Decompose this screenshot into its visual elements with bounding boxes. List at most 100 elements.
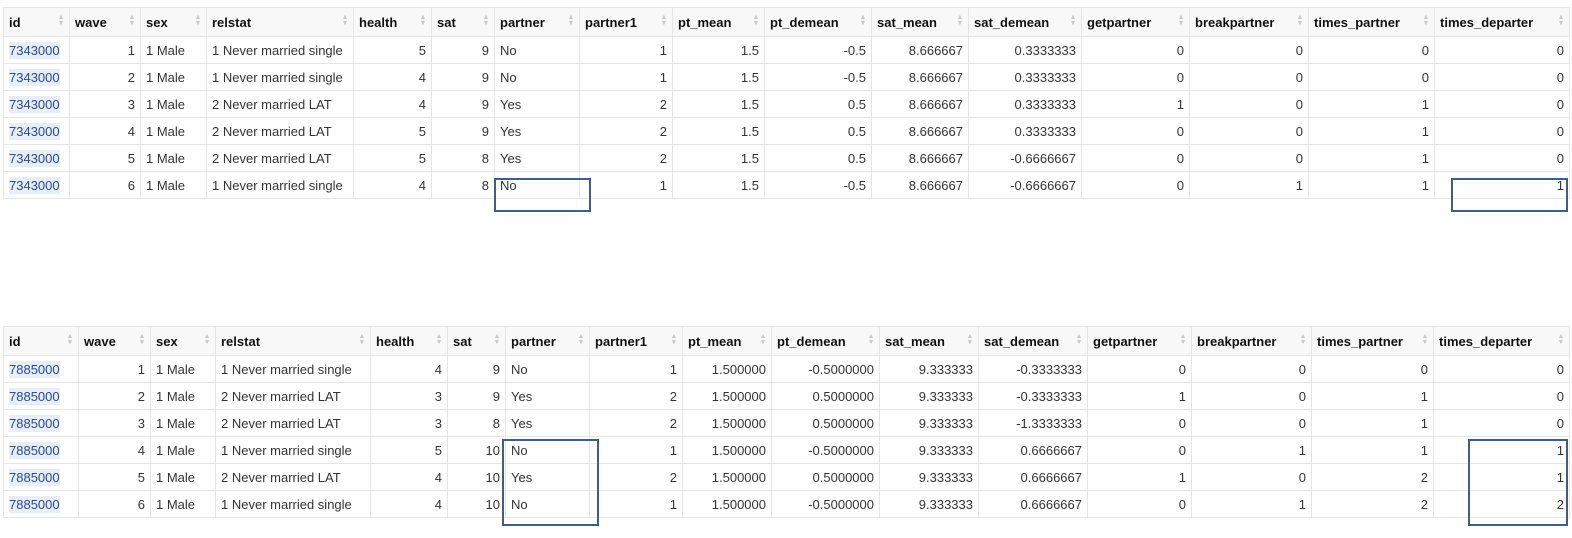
cell-breakpartner[interactable]: 1 [1191,436,1312,464]
cell-sat[interactable]: 9 [447,382,506,410]
cell-pt-demean[interactable]: -0.5000000 [771,436,880,464]
sort-updown-icon[interactable]: ▲ ▼ [435,333,443,346]
cell-getpartner[interactable]: 1 [1087,463,1192,491]
sort-updown-icon[interactable]: ▲ ▼ [358,333,366,346]
cell-times-partner[interactable]: 2 [1311,463,1434,491]
cell-sat-mean[interactable]: 9.333333 [879,490,979,518]
cell-sat[interactable]: 9 [431,117,495,145]
cell-pt-mean[interactable]: 1.500000 [682,436,772,464]
cell-partner1[interactable]: 1 [579,63,673,91]
cell-sat-mean[interactable]: 9.333333 [879,463,979,491]
cell-times-departer[interactable]: 0 [1433,382,1570,410]
cell-sat-demean[interactable]: -0.3333333 [978,355,1088,383]
table-row[interactable]: 7885000 5 1 Male 2 Never married LAT 4 10 Yes 2… [3,463,1570,491]
cell-sat-mean[interactable]: 9.333333 [879,436,979,464]
cell-breakpartner[interactable]: 0 [1191,463,1312,491]
cell-partner[interactable]: Yes [505,382,590,410]
cell-breakpartner[interactable]: 0 [1191,355,1312,383]
column-header-sat-demean[interactable]: sat_demean ▲ ▼ [978,326,1088,356]
cell-id[interactable]: 7343000 [3,36,70,64]
cell-partner1[interactable]: 2 [589,382,683,410]
cell-times-partner[interactable]: 0 [1308,63,1435,91]
sort-updown-icon[interactable]: ▲ ▼ [567,14,575,27]
column-header-times-departer[interactable]: times_departer ▲ ▼ [1434,7,1570,37]
cell-partner1[interactable]: 2 [579,144,673,172]
cell-sex[interactable]: 1 Male [140,171,207,199]
cell-health[interactable]: 5 [370,436,448,464]
cell-times-partner[interactable]: 1 [1311,436,1434,464]
table-row[interactable]: 7343000 6 1 Male 1 Never married single 4 8 No… [3,171,1570,199]
cell-relstat[interactable]: 2 Never married LAT [206,90,354,118]
table-row[interactable]: 7343000 2 1 Male 1 Never married single 4 9 No… [3,63,1570,91]
sort-updown-icon[interactable]: ▲ ▼ [1421,333,1429,346]
cell-sex[interactable]: 1 Male [140,144,207,172]
sort-updown-icon[interactable]: ▲ ▼ [1557,333,1565,346]
cell-wave[interactable]: 1 [78,355,151,383]
cell-times-partner[interactable]: 1 [1308,144,1435,172]
cell-times-partner[interactable]: 1 [1308,117,1435,145]
cell-getpartner[interactable]: 1 [1087,382,1192,410]
cell-health[interactable]: 4 [370,490,448,518]
cell-health[interactable]: 4 [353,90,432,118]
cell-sat-mean[interactable]: 8.666667 [871,117,969,145]
column-header-breakpartner[interactable]: breakpartner ▲ ▼ [1189,7,1309,37]
cell-health[interactable]: 4 [370,355,448,383]
cell-id[interactable]: 7343000 [3,171,70,199]
cell-relstat[interactable]: 2 Never married LAT [206,117,354,145]
cell-pt-demean[interactable]: 0.5000000 [771,463,880,491]
cell-wave[interactable]: 3 [78,409,151,437]
cell-getpartner[interactable]: 0 [1081,144,1190,172]
sort-updown-icon[interactable]: ▲ ▼ [759,333,767,346]
cell-pt-demean[interactable]: 0.5000000 [771,409,880,437]
column-header-getpartner[interactable]: getpartner ▲ ▼ [1087,326,1192,356]
sort-updown-icon[interactable]: ▲ ▼ [867,333,875,346]
cell-times-partner[interactable]: 0 [1311,355,1434,383]
cell-pt-demean[interactable]: -0.5000000 [771,490,880,518]
column-header-pt-mean[interactable]: pt_mean ▲ ▼ [672,7,765,37]
cell-relstat[interactable]: 2 Never married LAT [215,463,371,491]
sort-updown-icon[interactable]: ▲ ▼ [1557,14,1565,27]
column-header-health[interactable]: health ▲ ▼ [370,326,448,356]
table-row[interactable]: 7343000 1 1 Male 1 Never married single 5 9 No… [3,36,1570,64]
cell-id[interactable]: 7885000 [3,463,79,491]
column-header-times-partner[interactable]: times_partner ▲ ▼ [1311,326,1434,356]
cell-partner[interactable]: No [505,490,590,518]
sort-updown-icon[interactable]: ▲ ▼ [57,14,65,27]
cell-sex[interactable]: 1 Male [140,90,207,118]
cell-id[interactable]: 7343000 [3,117,70,145]
cell-sat[interactable]: 8 [447,409,506,437]
cell-times-partner[interactable]: 1 [1311,382,1434,410]
column-header-wave[interactable]: wave ▲ ▼ [78,326,151,356]
cell-partner[interactable]: No [494,63,580,91]
column-header-pt-mean[interactable]: pt_mean ▲ ▼ [682,326,772,356]
cell-pt-mean[interactable]: 1.5 [672,117,765,145]
column-header-sat[interactable]: sat ▲ ▼ [431,7,495,37]
cell-times-departer[interactable]: 1 [1434,171,1570,199]
cell-sat[interactable]: 9 [447,355,506,383]
sort-updown-icon[interactable]: ▲ ▼ [752,14,760,27]
column-header-breakpartner[interactable]: breakpartner ▲ ▼ [1191,326,1312,356]
cell-sex[interactable]: 1 Male [140,36,207,64]
table-row[interactable]: 7343000 3 1 Male 2 Never married LAT 4 9 Yes 2 1… [3,90,1570,118]
cell-times-departer[interactable]: 0 [1434,90,1570,118]
column-header-sex[interactable]: sex ▲ ▼ [140,7,207,37]
cell-pt-mean[interactable]: 1.500000 [682,382,772,410]
cell-pt-demean[interactable]: 0.5 [764,144,872,172]
cell-health[interactable]: 3 [370,382,448,410]
cell-wave[interactable]: 3 [69,90,141,118]
cell-sex[interactable]: 1 Male [150,355,216,383]
cell-id[interactable]: 7885000 [3,409,79,437]
cell-wave[interactable]: 1 [69,36,141,64]
cell-health[interactable]: 3 [370,409,448,437]
column-header-sex[interactable]: sex ▲ ▼ [150,326,216,356]
cell-sex[interactable]: 1 Male [150,409,216,437]
cell-pt-mean[interactable]: 1.500000 [682,355,772,383]
cell-sat[interactable]: 10 [447,490,506,518]
cell-times-departer[interactable]: 0 [1433,355,1570,383]
cell-pt-mean[interactable]: 1.500000 [682,490,772,518]
cell-breakpartner[interactable]: 0 [1189,36,1309,64]
cell-times-partner[interactable]: 2 [1311,490,1434,518]
cell-wave[interactable]: 6 [78,490,151,518]
cell-partner1[interactable]: 2 [589,463,683,491]
cell-sex[interactable]: 1 Male [140,117,207,145]
